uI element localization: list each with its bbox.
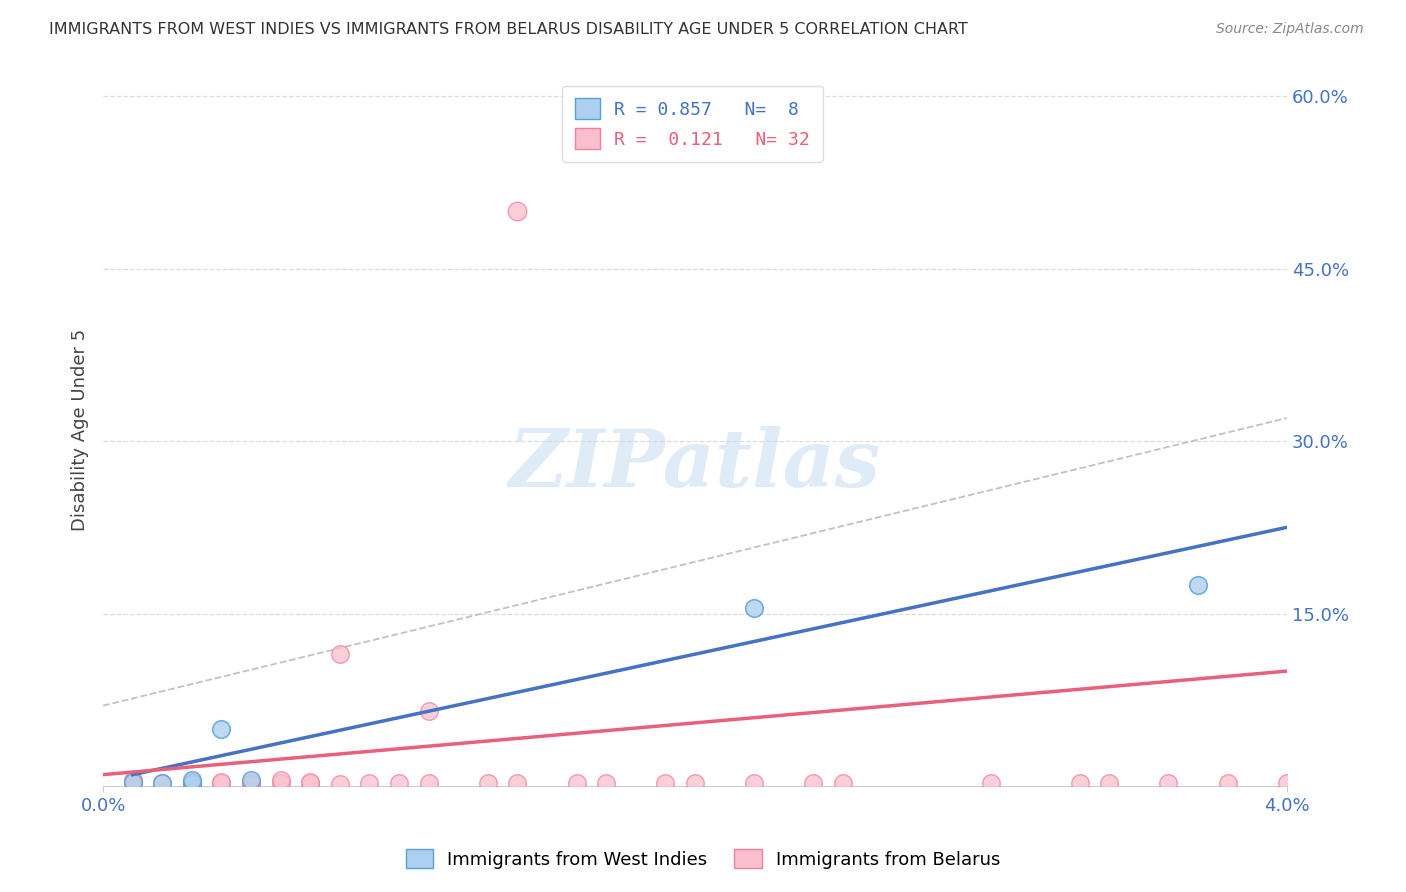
Point xyxy=(121,773,143,788)
Point xyxy=(299,774,322,789)
Point xyxy=(211,774,233,789)
Point xyxy=(388,775,411,789)
Point xyxy=(683,775,706,789)
Point xyxy=(595,775,617,789)
Point xyxy=(1275,775,1298,789)
Point xyxy=(329,647,352,661)
Text: IMMIGRANTS FROM WEST INDIES VS IMMIGRANTS FROM BELARUS DISABILITY AGE UNDER 5 CO: IMMIGRANTS FROM WEST INDIES VS IMMIGRANT… xyxy=(49,22,969,37)
Point xyxy=(506,204,529,219)
Point xyxy=(211,722,233,736)
Point xyxy=(1069,775,1091,789)
Legend: Immigrants from West Indies, Immigrants from Belarus: Immigrants from West Indies, Immigrants … xyxy=(398,842,1008,876)
Point xyxy=(1216,775,1239,789)
Point xyxy=(240,773,263,788)
Y-axis label: Disability Age Under 5: Disability Age Under 5 xyxy=(72,328,89,531)
Point xyxy=(565,775,588,789)
Point xyxy=(801,775,824,789)
Point xyxy=(980,775,1002,789)
Point xyxy=(329,777,352,791)
Point xyxy=(240,777,263,791)
Point xyxy=(418,705,440,719)
Point xyxy=(180,777,202,791)
Point xyxy=(1098,775,1121,789)
Point xyxy=(121,775,143,789)
Point xyxy=(270,775,292,789)
Point xyxy=(150,775,173,789)
Point xyxy=(299,775,322,789)
Point xyxy=(742,775,765,789)
Point xyxy=(121,774,143,789)
Point xyxy=(832,775,855,789)
Point xyxy=(477,775,499,789)
Point xyxy=(180,774,202,789)
Legend: R = 0.857   N=  8, R =  0.121   N= 32: R = 0.857 N= 8, R = 0.121 N= 32 xyxy=(562,86,823,161)
Point xyxy=(506,775,529,789)
Point xyxy=(240,775,263,789)
Point xyxy=(1157,775,1180,789)
Text: ZIPatlas: ZIPatlas xyxy=(509,426,882,504)
Point xyxy=(1187,578,1209,592)
Point xyxy=(742,600,765,615)
Text: Source: ZipAtlas.com: Source: ZipAtlas.com xyxy=(1216,22,1364,37)
Point xyxy=(359,775,381,789)
Point xyxy=(418,775,440,789)
Point xyxy=(180,775,202,789)
Point xyxy=(270,773,292,788)
Point xyxy=(150,775,173,789)
Point xyxy=(211,775,233,789)
Point xyxy=(180,773,202,788)
Point xyxy=(654,775,676,789)
